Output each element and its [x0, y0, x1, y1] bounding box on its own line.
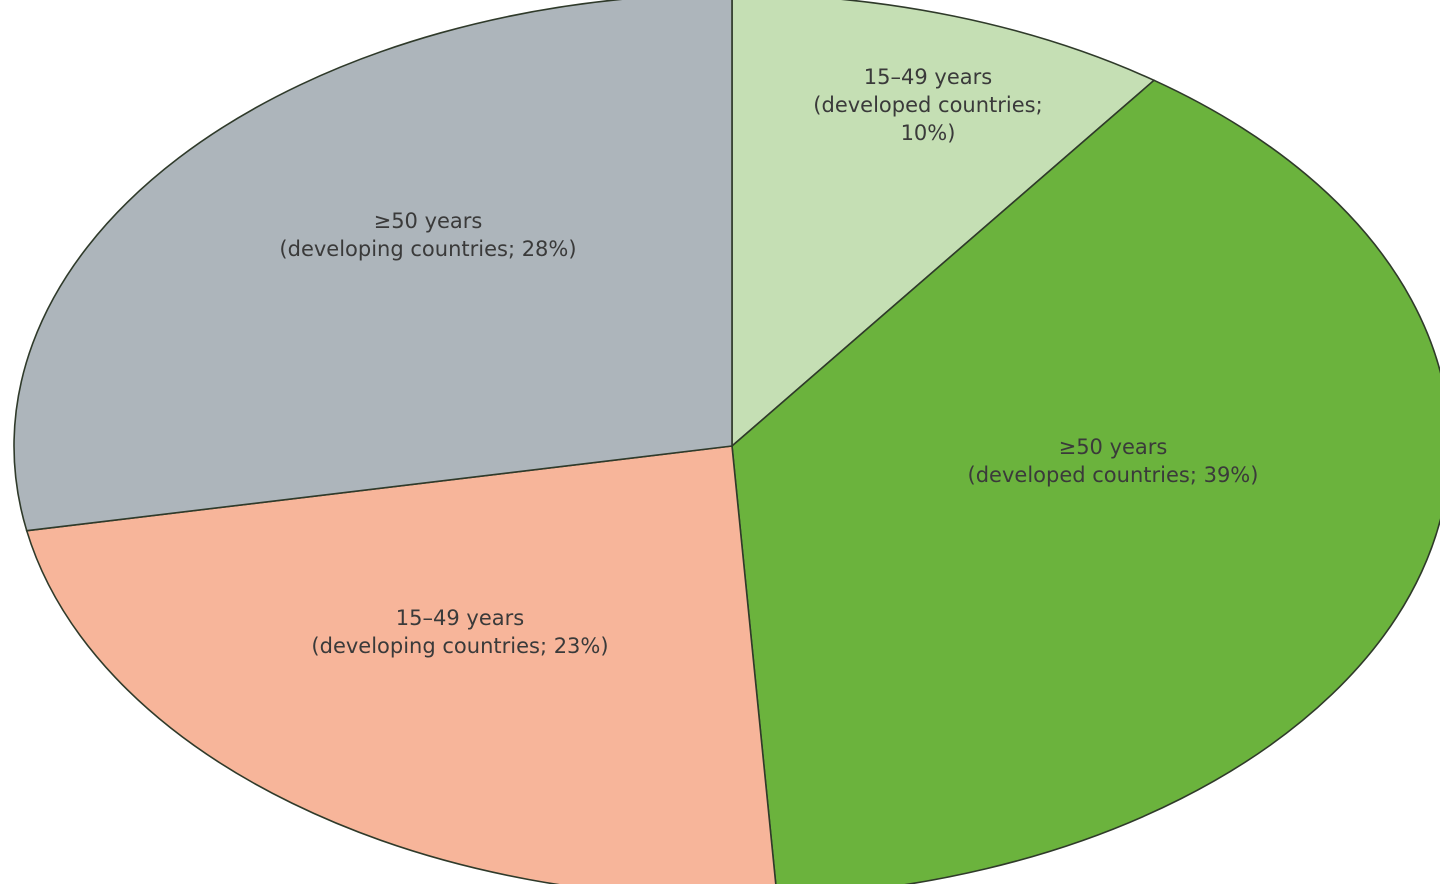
pie-slice-3: [25, 445, 777, 884]
pie-slice-label-line: (developing countries; 28%): [279, 237, 576, 261]
pie-slice-1: [731, 0, 1156, 448]
pie-slice-label-line: (developing countries; 23%): [311, 634, 608, 658]
pie-slice-label-line: (developed countries;: [813, 93, 1042, 117]
pie-slice-label-3: 15–49 years (developing countries; 23%): [311, 606, 608, 658]
pie-slice-label-1: 15–49 years (developed countries; 10%): [813, 65, 1042, 145]
pie-slice-label-line: 15–49 years: [396, 606, 524, 630]
pie-slice-label-line: (developed countries; 39%): [968, 463, 1259, 487]
pie-slice-4: [13, 0, 733, 532]
pie-slice-label-line: 15–49 years: [864, 65, 992, 89]
pie-slice-label-2: ≥50 years (developed countries; 39%): [968, 435, 1259, 487]
pie-slice-label-4: ≥50 years (developing countries; 28%): [279, 209, 576, 261]
pie-slice-2: [731, 79, 1440, 884]
pie-slice-label-line: ≥50 years: [1059, 435, 1168, 459]
pie-slice-label-line: ≥50 years: [374, 209, 483, 233]
slices-layer: [13, 0, 1440, 884]
pie-slice-label-line: 10%): [901, 121, 956, 145]
labels-layer: 15–49 years (developed countries; 10%) ≥50 …: [279, 65, 1258, 658]
